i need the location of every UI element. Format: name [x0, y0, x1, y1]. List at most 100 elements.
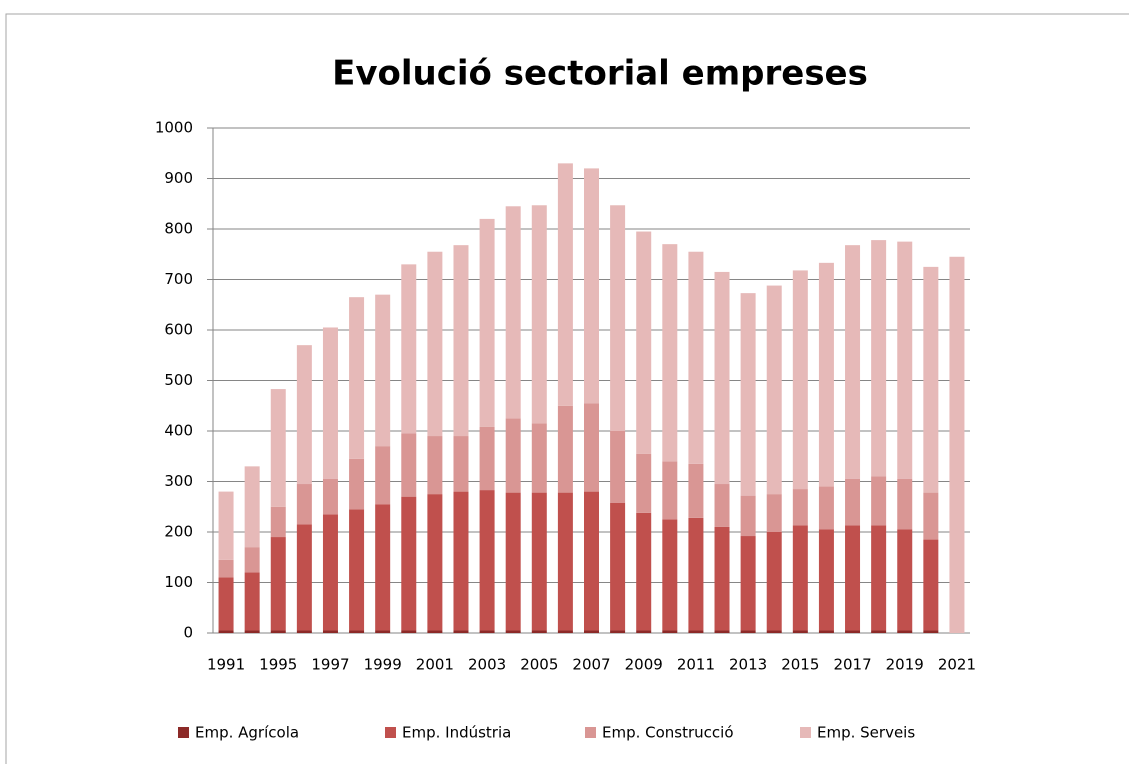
bar-segment	[818, 486, 834, 530]
legend-label: Emp. Indústria	[402, 724, 511, 742]
bar-segment	[218, 559, 234, 578]
bar-segment	[662, 244, 678, 462]
bar-segment	[714, 630, 730, 633]
x-tick-label: 2021	[938, 656, 976, 674]
x-tick-label: 1995	[259, 656, 297, 674]
bar-segment	[401, 630, 417, 633]
bar-segment	[322, 478, 338, 515]
y-tick-label: 200	[164, 523, 193, 541]
bar-segment	[766, 494, 782, 532]
bar-segment	[714, 526, 730, 631]
bar-segment	[531, 205, 547, 424]
bar-segment	[322, 514, 338, 631]
bar-segment	[453, 436, 469, 492]
bar-segment	[244, 466, 260, 548]
bar-segment	[792, 525, 808, 631]
y-tick-label: 600	[164, 321, 193, 339]
bar-segment	[349, 509, 365, 631]
legend-swatch	[385, 727, 396, 738]
bar-segment	[688, 463, 704, 518]
bar-segment	[270, 506, 286, 538]
bar-segment	[505, 206, 521, 419]
bar-segment	[871, 630, 887, 633]
bar-segment	[740, 495, 756, 537]
x-tick-label: 2009	[625, 656, 663, 674]
x-tick-label: 2019	[886, 656, 924, 674]
bar-segment	[531, 492, 547, 631]
bar-segment	[740, 630, 756, 633]
bar-segment	[349, 297, 365, 459]
bar-segment	[897, 529, 913, 631]
bar-segment	[505, 492, 521, 631]
legend-label: Emp. Construcció	[602, 724, 734, 742]
legend-label: Emp. Serveis	[817, 724, 915, 742]
bar-segment	[766, 285, 782, 495]
bar-segment	[818, 529, 834, 631]
bar-segment	[949, 256, 965, 633]
bar-segment	[923, 630, 939, 633]
bar-segment	[714, 484, 730, 527]
x-tick-label: 1997	[311, 656, 349, 674]
y-tick-label: 100	[164, 573, 193, 591]
legend-label: Emp. Agrícola	[195, 724, 299, 742]
bar-segment	[610, 630, 626, 633]
x-tick-label: 2003	[468, 656, 506, 674]
bar-segment	[401, 433, 417, 497]
bar-segment	[375, 504, 391, 631]
y-tick-label: 500	[164, 371, 193, 389]
bar-segment	[244, 547, 260, 573]
bar-segment	[296, 484, 312, 525]
x-tick-label: 1999	[364, 656, 402, 674]
bar-segment	[505, 418, 521, 493]
bar-segment	[270, 537, 286, 631]
y-tick-label: 0	[183, 624, 193, 642]
x-tick-label: 1991	[207, 656, 245, 674]
bar-segment	[453, 245, 469, 437]
bar-segment	[322, 327, 338, 479]
bar-segment	[270, 630, 286, 633]
bar-segment	[427, 494, 443, 631]
bar-segment	[688, 251, 704, 464]
bar-segment	[401, 496, 417, 631]
y-tick-label: 400	[164, 422, 193, 440]
bar-segment	[923, 266, 939, 493]
bar-segment	[845, 245, 861, 479]
bar-segment	[766, 532, 782, 631]
bar-segment	[375, 294, 391, 447]
bar-segment	[923, 492, 939, 540]
bar-segment	[584, 168, 599, 404]
y-tick-label: 700	[164, 270, 193, 288]
bar-segment	[584, 491, 599, 631]
bar-segment	[662, 519, 678, 631]
bar-segment	[244, 630, 260, 633]
x-tick-label: 2013	[729, 656, 767, 674]
bar-segment	[479, 218, 495, 427]
bar-segment	[636, 231, 652, 454]
legend-swatch	[178, 727, 189, 738]
bar-segment	[688, 517, 704, 631]
bar-segment	[871, 240, 887, 477]
bar-segment	[375, 630, 391, 633]
bar-segment	[427, 436, 443, 495]
x-tick-label: 2005	[520, 656, 558, 674]
bar-segment	[662, 461, 678, 520]
bar-segment	[479, 426, 495, 491]
y-tick-label: 1000	[155, 119, 193, 137]
bar-segment	[845, 525, 861, 631]
bar-segment	[296, 630, 312, 633]
bar-segment	[296, 345, 312, 485]
bar-segment	[792, 489, 808, 526]
bar-segment	[479, 630, 495, 633]
bar-segment	[453, 491, 469, 631]
bar-segment	[479, 490, 495, 631]
bar-segment	[375, 446, 391, 505]
bar-segment	[818, 630, 834, 633]
bar-segment	[218, 491, 234, 560]
x-tick-label: 2017	[833, 656, 871, 674]
bar-segment	[897, 478, 913, 530]
bar-segment	[453, 630, 469, 633]
bar-segment	[897, 630, 913, 633]
bar-segment	[322, 630, 338, 633]
bar-segment	[897, 241, 913, 479]
